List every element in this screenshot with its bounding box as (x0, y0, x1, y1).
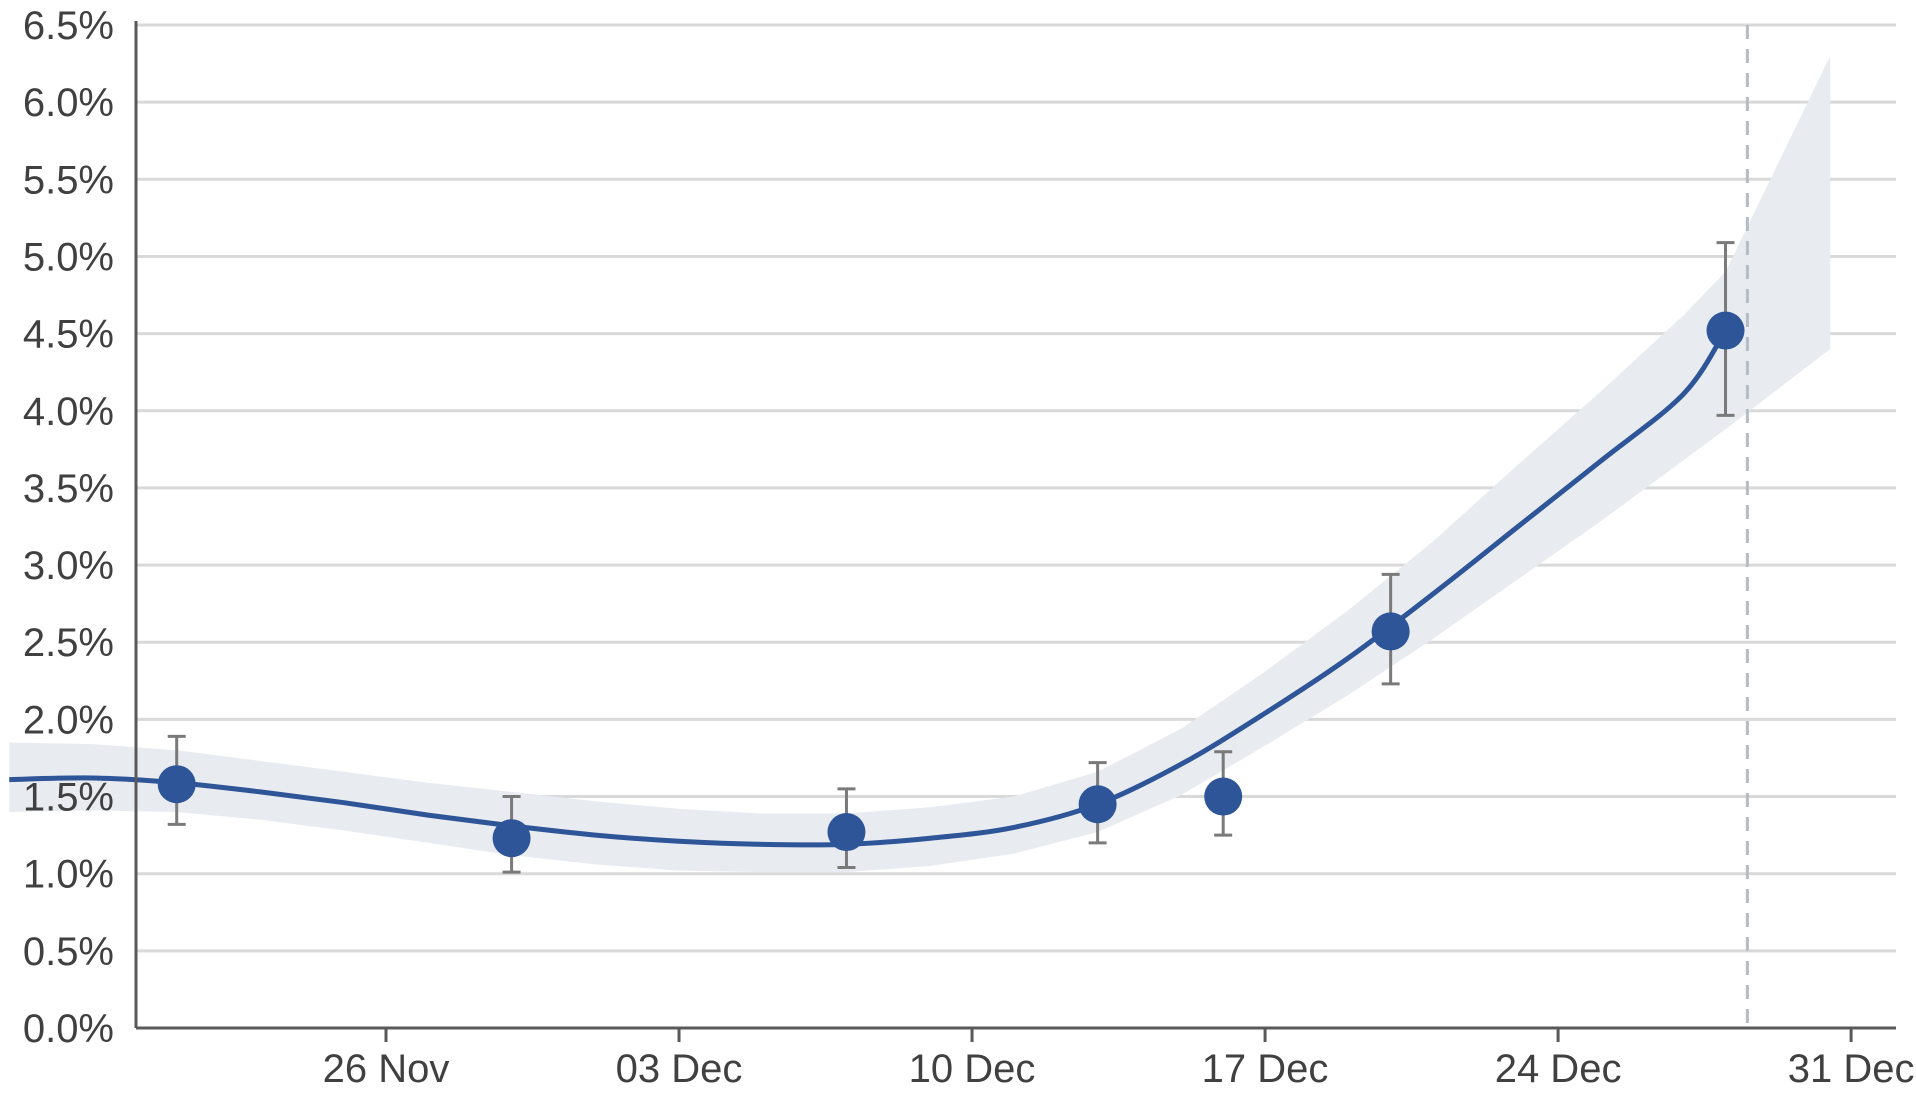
y-tick-label: 4.5% (23, 313, 114, 357)
trend-line (9, 329, 1728, 848)
y-tick-label: 4.0% (23, 390, 114, 434)
x-tick-label: 17 Dec (1202, 1047, 1329, 1091)
confidence-band-area (9, 55, 1831, 873)
data-point (157, 765, 196, 804)
error-bars (167, 241, 1735, 874)
x-tick-label: 26 Nov (323, 1047, 450, 1091)
y-tick-label: 2.5% (23, 621, 114, 665)
trend-curve (9, 329, 1728, 848)
x-tick-label: 10 Dec (909, 1047, 1036, 1091)
y-tick-label: 6.5% (23, 4, 114, 48)
data-point (1371, 612, 1410, 651)
data-point (1706, 311, 1745, 350)
y-tick-label: 6.0% (23, 81, 114, 125)
y-tick-label: 1.0% (23, 853, 114, 897)
y-tick-label: 3.0% (23, 544, 114, 588)
y-tick-labels: 0.0% 0.5% 1.0% 1.5% 2.0% 2.5% 3.0% 3.5% 4.0% 4.5%… (23, 4, 114, 1051)
data-points (157, 311, 1745, 858)
x-tick-label: 03 Dec (616, 1047, 743, 1091)
y-tick-label: 3.5% (23, 467, 114, 511)
y-tick-label: 2.0% (23, 698, 114, 742)
y-tick-label: 0.5% (23, 930, 114, 974)
confidence-band (9, 55, 1831, 873)
x-tick-labels: 26 Nov 03 Dec 10 Dec 17 Dec 24 Dec 31 Dec (323, 1047, 1915, 1091)
y-tick-label: 5.0% (23, 235, 114, 279)
x-tick-label: 31 Dec (1788, 1047, 1915, 1091)
x-tick-label: 24 Dec (1495, 1047, 1622, 1091)
axes (134, 21, 1896, 1042)
y-tick-label: 5.5% (23, 158, 114, 202)
data-point (827, 813, 866, 852)
data-point (1078, 785, 1117, 824)
data-point (492, 819, 531, 858)
y-tick-label: 0.0% (23, 1007, 114, 1051)
y-tick-label: 1.5% (23, 776, 114, 820)
data-point (1204, 777, 1243, 816)
